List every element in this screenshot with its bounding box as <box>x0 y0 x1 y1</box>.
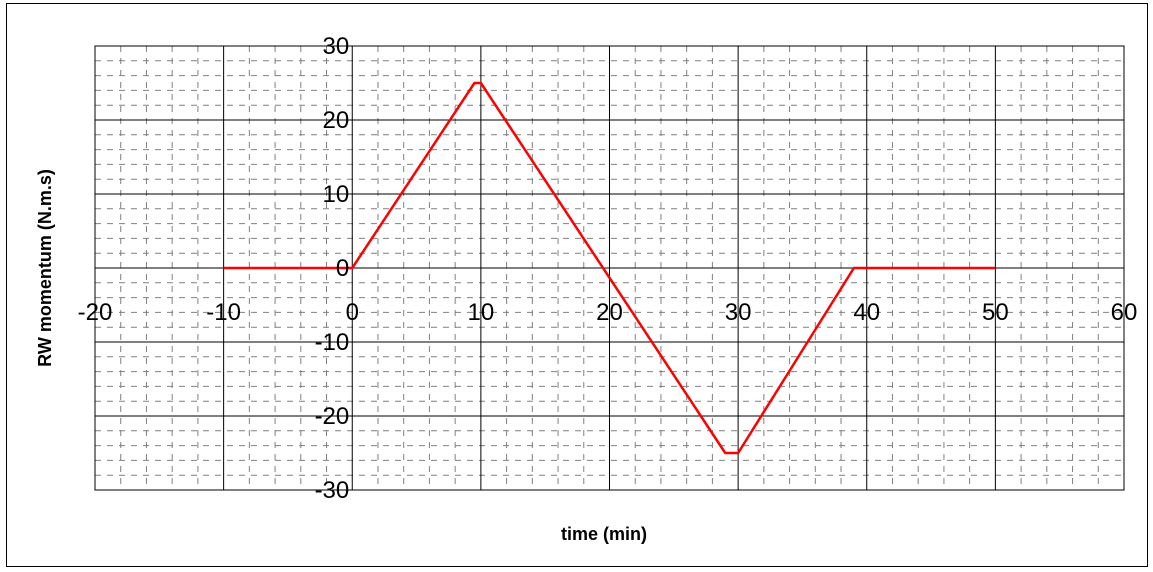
y-tick-label: 20 <box>323 107 350 134</box>
x-axis-title: time (min) <box>561 524 647 544</box>
x-tick-label: -10 <box>206 299 241 326</box>
y-tick-label: 10 <box>323 181 350 208</box>
chart-frame: -20 -10 0 10 20 30 40 50 60 -30 -20 -10 0 10 20 30 time… <box>6 3 1148 567</box>
tick-labels: -20 -10 0 10 20 30 40 50 60 -30 -20 -10 0 10 20 30 <box>78 33 1138 504</box>
y-tick-label: 30 <box>323 33 350 60</box>
x-tick-label: 50 <box>982 299 1009 326</box>
x-tick-label: 30 <box>725 299 752 326</box>
series-layer <box>223 81 996 455</box>
series-line <box>223 81 996 455</box>
x-tick-label: 0 <box>346 299 359 326</box>
y-axis-title: RW momentum (N.m.s) <box>35 169 55 367</box>
x-tick-label: -20 <box>78 299 113 326</box>
y-tick-label: 0 <box>336 255 349 282</box>
y-tick-label: -10 <box>315 329 350 356</box>
x-tick-label: 20 <box>596 299 623 326</box>
x-tick-label: 10 <box>468 299 495 326</box>
line-chart: -20 -10 0 10 20 30 40 50 60 -30 -20 -10 0 10 20 30 time… <box>35 33 1138 544</box>
y-tick-label: -30 <box>315 477 350 504</box>
x-tick-label: 60 <box>1111 299 1138 326</box>
x-tick-label: 40 <box>853 299 880 326</box>
y-tick-label: -20 <box>315 403 350 430</box>
